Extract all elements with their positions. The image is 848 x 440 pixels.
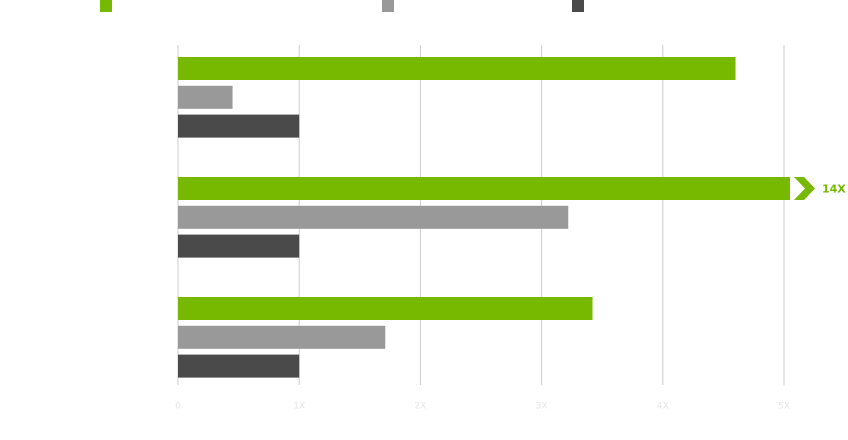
x-tick-label: 4X — [657, 402, 669, 412]
x-tick-label: 5X — [778, 402, 790, 412]
bar — [178, 114, 300, 138]
x-tick-label: 0 — [175, 402, 181, 412]
bar — [178, 297, 593, 320]
bar — [178, 205, 569, 229]
x-tick-label: 3X — [536, 402, 548, 412]
value-label: 14X — [822, 183, 846, 196]
bar — [178, 354, 300, 378]
bar — [178, 234, 300, 258]
bar — [178, 85, 233, 109]
legend-swatch — [572, 0, 584, 12]
x-tick-label: 1X — [293, 402, 305, 412]
x-tick-label: 2X — [414, 402, 426, 412]
overflow-arrow — [794, 177, 815, 200]
bar — [178, 325, 386, 349]
bar — [178, 177, 790, 200]
bar — [178, 57, 736, 80]
legend-swatch — [100, 0, 112, 12]
legend-swatch — [382, 0, 394, 12]
